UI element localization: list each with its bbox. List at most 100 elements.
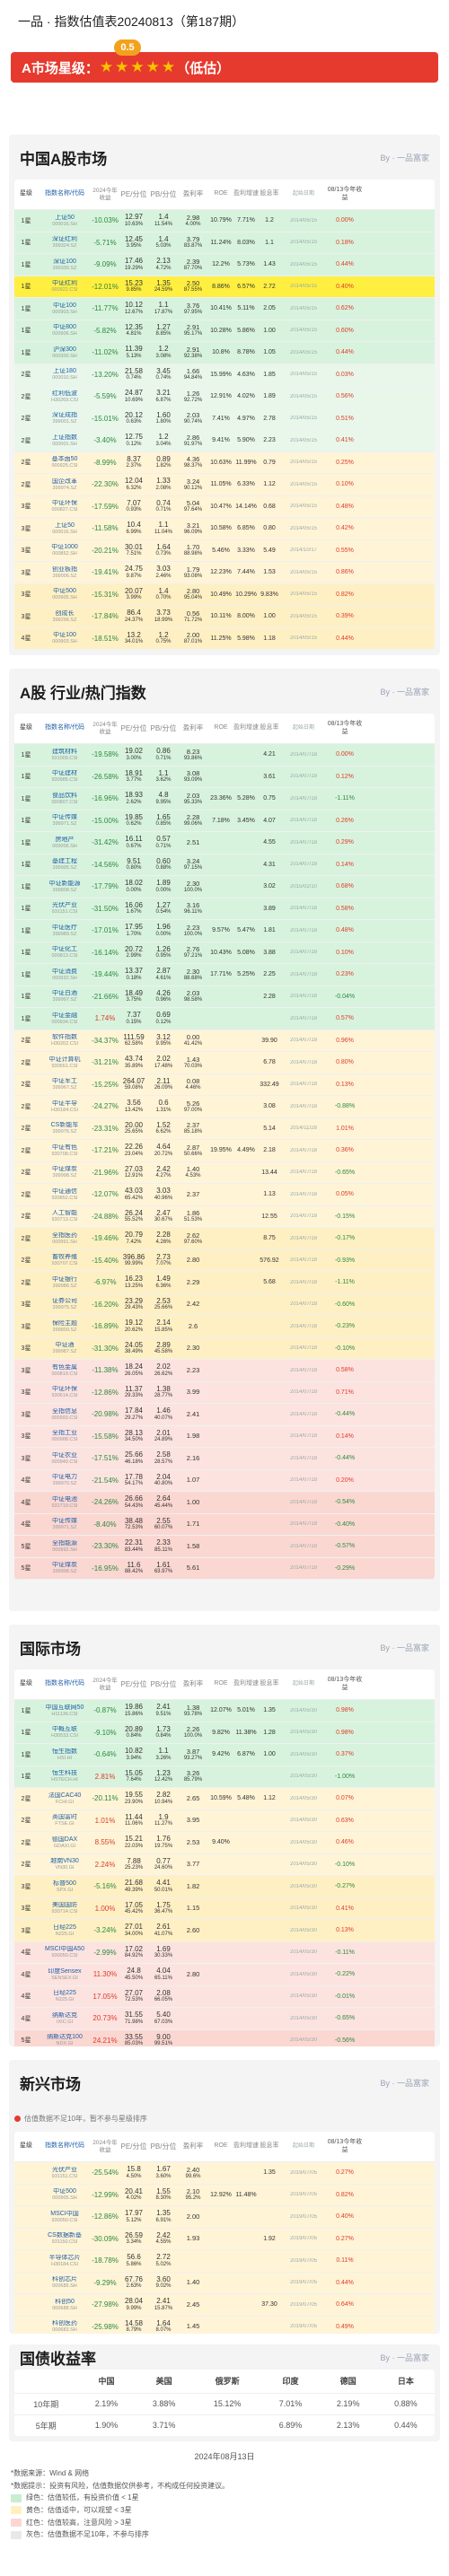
row-pe: 20.41 4.02% xyxy=(119,2188,149,2202)
row-index-name: 畜牧养殖 930707.CSI xyxy=(38,1254,92,1266)
pb-value: 1.61 xyxy=(156,1561,171,1569)
row-daily-change: 1.01% xyxy=(336,1125,354,1132)
row-dividend: 1.1 xyxy=(265,239,274,246)
pe-value: 19.02 xyxy=(124,748,144,756)
pe-value: 17.84 xyxy=(124,1407,144,1415)
row-dividend: 6.78 xyxy=(263,1059,276,1066)
row-daily-change: 0.86% xyxy=(336,569,354,576)
row-index-name: 科创医药 000683.SH xyxy=(38,2320,92,2333)
earnings-yield-value: 1.93 xyxy=(186,2235,200,2243)
pb-percentile: 0.54% xyxy=(155,909,172,916)
column-header: 盈利率 xyxy=(182,1679,204,1688)
pb-value: 1.2 xyxy=(158,346,169,354)
row-pe: 25.66 46.18% xyxy=(119,1451,149,1465)
index-name: 纳斯达克 xyxy=(52,2011,77,2019)
row-index-name: 法国CAC40 FCHI.GI xyxy=(38,1792,92,1805)
row-ytd-return: -3.24% xyxy=(93,1926,117,1935)
row-earnings-yield: 2.80 xyxy=(178,1971,208,1978)
table-row: 3星 标普500 SPX.GI -5.16% 21.68 49.39% 4.41 50.01%… xyxy=(14,1876,435,1898)
row-pe: 17.84 29.27% xyxy=(119,1407,149,1421)
pb-percentile: 15.85% xyxy=(154,1327,173,1333)
section-emerging: 新兴市场 By · 一品富家 估值数据不足10年，暂不参与星级排序 星级 指数名称/… xyxy=(9,2060,440,2334)
row-pb: 1.49 6.36% xyxy=(149,1275,178,1289)
legend-text: 绿色：估值较低，有投资价值 < 1星 xyxy=(26,2493,139,2502)
row-star-rating: 1星 xyxy=(21,862,31,869)
column-header: 星级 xyxy=(20,724,32,732)
index-name: 深证成指 xyxy=(52,412,77,419)
row-ytd-return: -16.89% xyxy=(92,1322,119,1331)
row-pe: 20.07 3.99% xyxy=(119,588,149,601)
index-code: IXIC.GI xyxy=(56,2019,74,2025)
pe-percentile: 6.99% xyxy=(126,529,142,535)
row-daily-change: 0.49% xyxy=(336,2323,354,2330)
bond-cell: 15.12% xyxy=(192,2392,262,2414)
table-row: 4星 印度Sensex SENSEX.GI 11.30% 24.8 45.50% 4.04 6… xyxy=(14,1964,435,1986)
pb-percentile: 36.47% xyxy=(154,1909,173,1915)
bond-table-box: 中国 美国 俄罗斯 印度 德国 日本 10年期 2.19% 3.88% 15.1… xyxy=(14,2370,435,2436)
row-start-date: 2019/07/05 xyxy=(289,2236,318,2242)
row-star-rating: 4星 xyxy=(21,2015,31,2022)
earnings-yield-value: 5.26 xyxy=(186,1100,200,1108)
index-name: 中证100 xyxy=(53,302,76,309)
row-daily-change: 0.64% xyxy=(336,2301,354,2309)
pb-percentile: 9.02% xyxy=(155,2283,172,2290)
row-daily-change: -0.44% xyxy=(334,1455,356,1462)
row-ytd-return: -3.40% xyxy=(93,436,117,445)
pe-percentile: 49.39% xyxy=(124,1887,144,1893)
row-earnings-yield: 5.26 97.00% xyxy=(178,1100,208,1113)
row-pe: 10.82 3.94% xyxy=(119,1748,149,1761)
table-row: 1星 中概互联 H30533.CSI -9.10% 20.89 0.84% 1.73 0.84… xyxy=(14,1722,435,1744)
row-ytd-return: -18.78% xyxy=(92,2256,119,2265)
row-growth: 5.86% xyxy=(237,327,255,334)
row-growth: 5.90% xyxy=(237,437,255,444)
row-pb: 2.72 5.02% xyxy=(149,2254,178,2267)
row-pe: 28.13 34.50% xyxy=(119,1430,149,1443)
row-daily-change: 0.63% xyxy=(336,1817,354,1824)
bond-header: 俄罗斯 xyxy=(215,2377,240,2387)
index-name: 中证1000 xyxy=(51,544,78,551)
earnings-yield-value: 2.98 xyxy=(186,214,200,222)
index-code: 931719.CSI xyxy=(51,1503,78,1509)
earnings-yield-value: 3.24 xyxy=(186,858,200,866)
section-note: 估值数据不足10年，暂不参与星级排序 xyxy=(9,2105,440,2132)
column-header: 起始日期 xyxy=(292,1681,314,1687)
row-roe: 11.05% xyxy=(210,481,232,488)
bond-header xyxy=(14,2370,77,2393)
row-star-rating: 2星 xyxy=(21,1059,31,1066)
row-dividend: 4.07 xyxy=(263,817,276,824)
table-row: 2星 深证成指 399001.SZ -15.01% 20.12 0.63% 1.60 1.80… xyxy=(14,407,435,430)
table-row: 1星 深证100 399330.SZ -9.09% 17.46 19.29% 2.13 4.7… xyxy=(14,254,435,276)
table-row: 3星 创成长 399296.SZ -17.84% 86.4 24.37% 3.73 18.99… xyxy=(14,606,435,628)
row-start-date: 2014/07/18 xyxy=(289,1345,318,1352)
row-earnings-yield: 2.62 97.60% xyxy=(178,1232,208,1245)
pe-percentile: 71.98% xyxy=(124,2019,144,2025)
earnings-yield-value: 0.00 xyxy=(186,1034,200,1042)
table-row: 光伏产业 931151.CSI -25.54% 15.8 4.50% 1.67 3.60% 2… xyxy=(14,2162,435,2185)
index-name: 中证传媒 xyxy=(52,814,77,821)
earnings-yield-percentile: 100.0% xyxy=(183,1733,203,1739)
row-ytd-return: -17.59% xyxy=(92,502,119,511)
earnings-yield-value: 3.08 xyxy=(186,770,200,778)
index-code: 000827.CSI xyxy=(51,507,78,513)
row-daily-change: 0.10% xyxy=(336,949,354,956)
row-pb: 2.01 24.89% xyxy=(149,1430,178,1443)
pb-value: 0.69 xyxy=(156,1012,171,1020)
row-pe: 10.12 12.67% xyxy=(119,302,149,315)
index-name: 房地产 xyxy=(55,836,75,843)
index-name: 恒生指数 xyxy=(52,1748,77,1755)
row-roe: 12.07% xyxy=(210,1707,232,1714)
section-title: 中国A股市场 xyxy=(20,150,108,168)
row-pe: 12.04 6.32% xyxy=(119,478,149,491)
pb-percentile: 0.73% xyxy=(155,551,172,557)
row-ytd-return: -17.51% xyxy=(92,1454,119,1463)
pb-percentile: 6.91% xyxy=(155,2217,172,2223)
row-ytd-return: -12.99% xyxy=(92,2190,119,2199)
earnings-yield-percentile: 98.58% xyxy=(183,997,203,1003)
table-row: 2星 中证银行 399986.SZ -6.97% 16.23 13.25% 1.49 6.36… xyxy=(14,1272,435,1294)
row-start-date: 2019/07/05 xyxy=(289,2280,318,2286)
row-index-name: 中证传媒 399971.SZ xyxy=(38,814,92,827)
row-daily-change: -0.65% xyxy=(334,1169,356,1176)
row-earnings-yield: 2.40 99.6% xyxy=(178,2167,208,2179)
pe-percentile: 62.58% xyxy=(124,1041,144,1047)
table-row: 2星 软件指数 H30202.CSI -34.37% 111.59 62.58% 3.12 9… xyxy=(14,1030,435,1052)
